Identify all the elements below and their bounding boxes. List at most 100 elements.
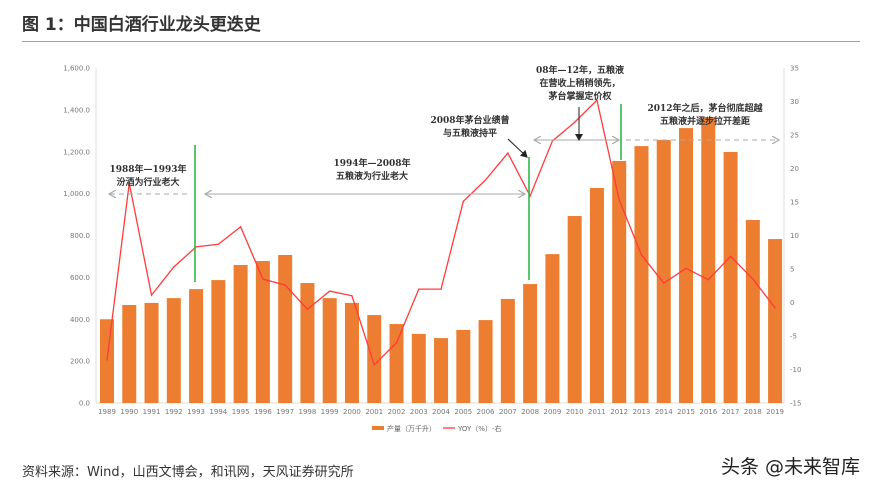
yoy-point-2013 <box>640 254 643 256</box>
bar-2018 <box>745 220 760 403</box>
x-tick-label: 2000 <box>343 408 361 416</box>
bar-2008 <box>523 284 538 403</box>
right-tick-label: 5 <box>790 266 794 274</box>
callout-arrow-2008 <box>507 138 528 158</box>
x-tick-label: 1998 <box>299 408 317 416</box>
annotation-text: 与五粮液持平 <box>443 127 497 139</box>
yoy-point-2000 <box>351 295 353 297</box>
right-tick-label: -15 <box>790 400 801 408</box>
yoy-point-1992 <box>173 266 175 268</box>
yoy-point-1998 <box>306 308 309 310</box>
yoy-point-1994 <box>217 243 219 245</box>
bar-2010 <box>567 216 582 403</box>
bar-2004 <box>434 338 449 403</box>
bar-1989 <box>100 319 114 403</box>
yoy-point-2004 <box>440 288 442 290</box>
right-tick-label: 35 <box>790 65 799 73</box>
yoy-point-2005 <box>462 200 464 202</box>
x-tick-label: 1990 <box>120 408 138 416</box>
legend-bar-label: 产量（万千升） <box>387 424 436 433</box>
yoy-point-1999 <box>329 290 331 292</box>
left-tick-label: 1,200.0 <box>63 148 90 156</box>
left-tick-label: 1,600.0 <box>63 65 90 73</box>
legend-line-label: YOY（%）-右 <box>457 424 501 433</box>
x-tick-label: 2007 <box>499 408 517 416</box>
x-tick-label: 2004 <box>432 408 450 416</box>
source-note: 资料来源：Wind，山西文博会，和讯网，天风证券研究所 <box>22 465 354 480</box>
annotation-text: 1994年—2008年 <box>333 157 410 169</box>
yoy-point-1996 <box>262 278 264 280</box>
chart: 0.0 200.0 400.0 600.0 800.0 1,000.0 1,200.0 1,4… <box>63 64 801 433</box>
right-tick-label: 0 <box>790 299 794 307</box>
legend-bar-swatch <box>372 426 384 430</box>
x-tick-label: 2008 <box>521 408 539 416</box>
right-tick-label: 30 <box>790 98 799 106</box>
left-tick-label: 1,000.0 <box>63 190 90 198</box>
yoy-point-1995 <box>240 226 242 228</box>
yoy-point-2006 <box>484 179 487 181</box>
title-underline <box>22 41 860 42</box>
bar-2005 <box>456 329 471 403</box>
watermark: 头条 @未来智库 <box>720 456 860 478</box>
annotation-text: 08年—12年，五粮液 <box>536 64 625 76</box>
annotation-text: 2012年之后，茅台彻底超越 <box>647 102 763 114</box>
bar-1994 <box>211 280 226 403</box>
bar-2013 <box>634 146 649 404</box>
yoy-point-2015 <box>685 267 687 269</box>
bar-1993 <box>189 289 204 403</box>
bar-2000 <box>344 302 359 403</box>
x-tick-label: 2005 <box>454 408 472 416</box>
x-tick-label: 1989 <box>98 408 116 416</box>
yoy-point-1991 <box>150 294 153 296</box>
annotation-text: 1988年—1993年 <box>109 163 186 175</box>
x-tick-label: 2019 <box>766 408 784 416</box>
bar-1992 <box>166 298 181 403</box>
bar-2014 <box>656 140 671 403</box>
x-tick-label: 2013 <box>633 408 651 416</box>
yoy-point-2007 <box>507 152 509 154</box>
left-tick-label: 200.0 <box>70 358 90 366</box>
yoy-point-2011 <box>596 99 598 101</box>
x-tick-label: 2003 <box>410 408 428 416</box>
left-tick-label: 0.0 <box>79 400 90 408</box>
bar-2011 <box>589 187 604 403</box>
bar-1997 <box>278 254 293 403</box>
yoy-point-1997 <box>284 284 286 286</box>
x-tick-label: 1999 <box>321 408 339 416</box>
bar-2017 <box>723 151 738 403</box>
yoy-point-2002 <box>395 342 398 344</box>
bar-2002 <box>389 324 404 403</box>
x-tick-label: 2018 <box>744 408 762 416</box>
x-tick-label: 2009 <box>543 408 561 416</box>
x-tick-label: 1996 <box>254 408 272 416</box>
x-tick-label: 2006 <box>477 408 495 416</box>
x-tick-label: 1994 <box>209 408 227 416</box>
yoy-point-2001 <box>373 364 375 366</box>
x-tick-label: 2014 <box>655 408 673 416</box>
yoy-point-2014 <box>663 282 665 284</box>
x-tick-label: 1995 <box>232 408 250 416</box>
yoy-point-2018 <box>752 278 754 280</box>
bar-1996 <box>255 261 270 403</box>
right-tick-label: 10 <box>790 232 799 240</box>
yoy-point-2010 <box>574 121 576 123</box>
x-tick-label: 1993 <box>187 408 205 416</box>
yoy-point-2009 <box>551 140 554 142</box>
right-tick-label: 20 <box>790 165 799 173</box>
right-tick-label: -5 <box>790 333 797 341</box>
bar-1999 <box>322 298 337 403</box>
x-tick-label: 1991 <box>143 408 161 416</box>
bar-2015 <box>679 128 694 403</box>
yoy-point-1989 <box>106 359 108 361</box>
x-tick-label: 2017 <box>722 408 740 416</box>
left-tick-label: 400.0 <box>70 316 90 324</box>
annotation-text: 汾酒为行业老大 <box>116 176 179 188</box>
right-tick-label: -10 <box>790 366 801 374</box>
x-tick-label: 1997 <box>276 408 294 416</box>
annotation-text: 茅台掌握定价权 <box>548 90 612 102</box>
yoy-point-2016 <box>707 279 709 281</box>
yoy-point-1990 <box>128 182 130 184</box>
annotation-text: 在营收上稍稍领先， <box>539 77 620 89</box>
bar-1990 <box>122 305 137 403</box>
x-tick-label: 2016 <box>699 408 717 416</box>
